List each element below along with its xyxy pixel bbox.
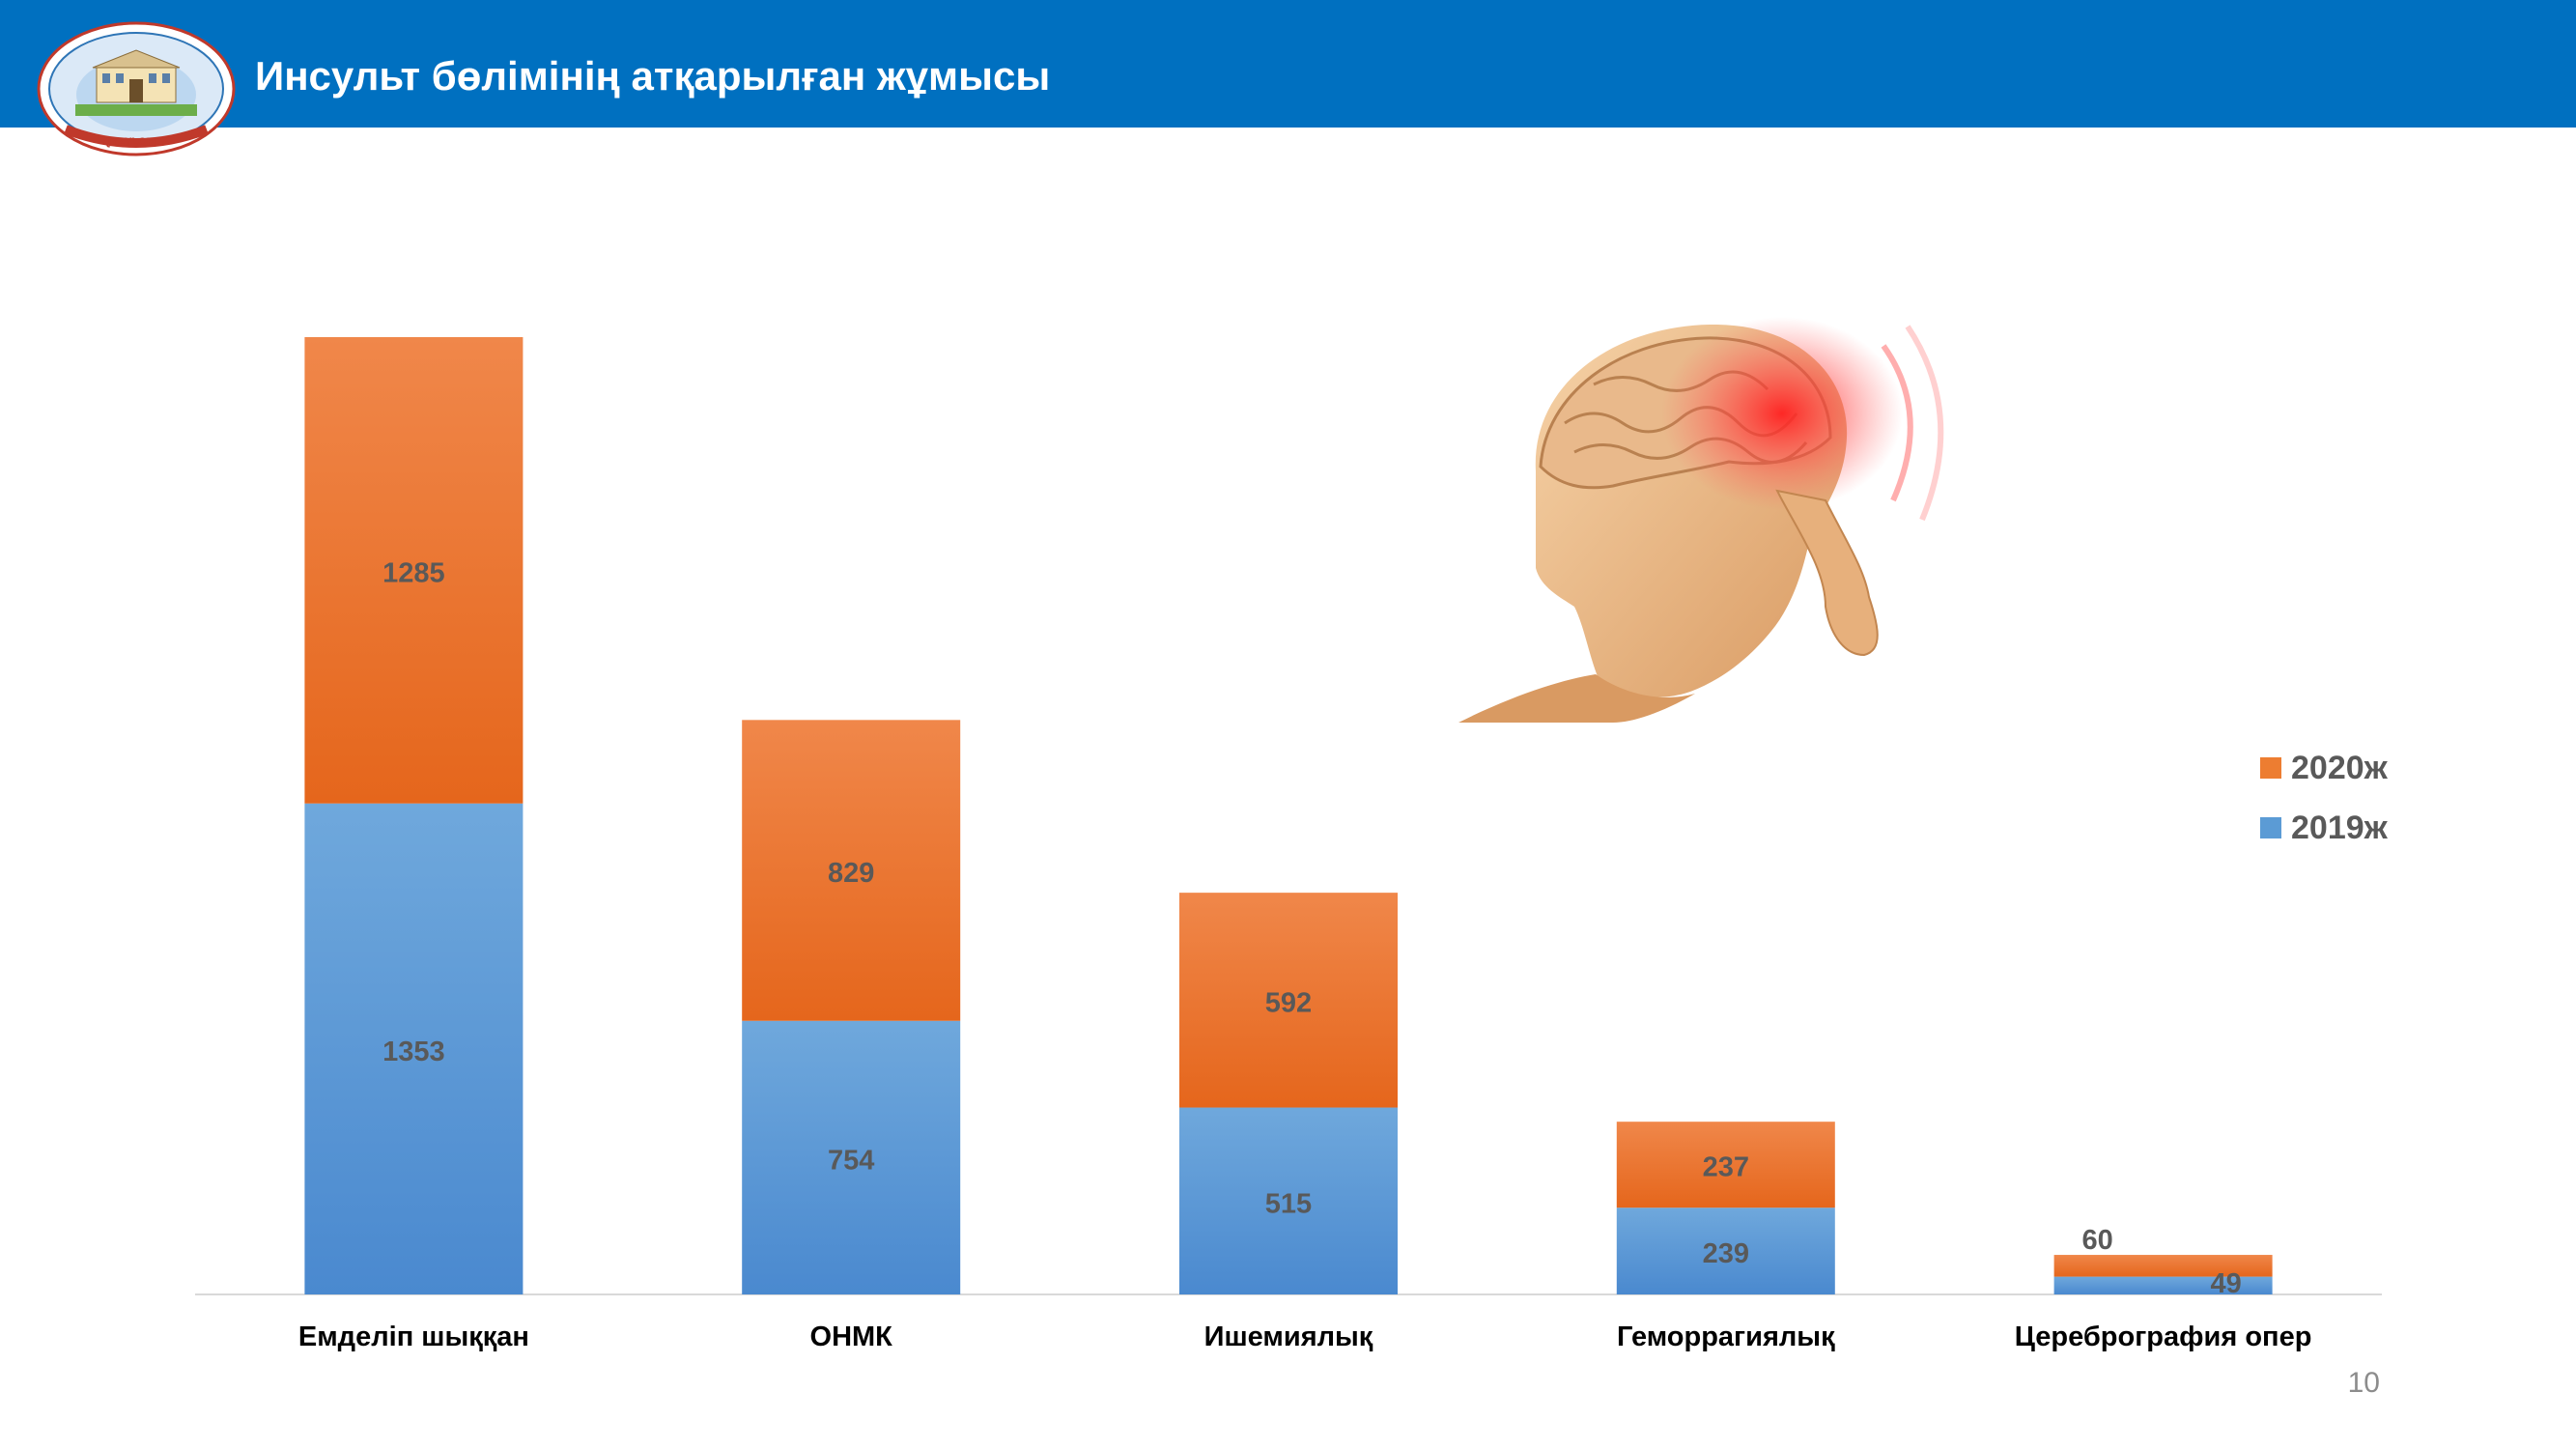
logo-bottom-text: QYZYLORDA bbox=[102, 136, 169, 148]
x-tick-label-4: Церебрография опер bbox=[2015, 1321, 2312, 1352]
bar-2019-4 bbox=[2053, 1276, 2273, 1294]
x-tick-label-3: Геморрагиялық bbox=[1617, 1321, 1835, 1352]
data-label-2019-2: 515 bbox=[1265, 1188, 1312, 1219]
data-label-2019-1: 754 bbox=[828, 1145, 874, 1176]
bar-2020-2 bbox=[1179, 893, 1398, 1108]
hospital-seal-icon: QYZYLORDA bbox=[37, 21, 236, 156]
bar-2020-4 bbox=[2053, 1255, 2273, 1277]
data-label-2020-4: 60 bbox=[2081, 1225, 2112, 1256]
data-label-2020-2: 592 bbox=[1265, 987, 1312, 1018]
bar-2019-1 bbox=[742, 1020, 961, 1294]
data-label-2020-1: 829 bbox=[828, 858, 874, 889]
page-title: Инсульт бөлімінің атқарылған жұмысы bbox=[255, 53, 1051, 99]
data-label-2020-3: 237 bbox=[1703, 1152, 1749, 1183]
data-label-2019-0: 1353 bbox=[382, 1037, 445, 1067]
bar-2019-0 bbox=[304, 803, 524, 1294]
legend-item-2020: 2020ж bbox=[2260, 738, 2388, 798]
data-label-2019-4: 49 bbox=[2210, 1268, 2241, 1299]
brain-headache-icon bbox=[1458, 317, 1944, 723]
header-bar bbox=[0, 0, 2576, 128]
bar-2020-0 bbox=[304, 337, 524, 804]
bar-2019-3 bbox=[1616, 1208, 1835, 1294]
legend-label-2019: 2019ж bbox=[2291, 809, 2388, 846]
data-label-2020-0: 1285 bbox=[382, 557, 445, 588]
bar-2019-2 bbox=[1179, 1107, 1398, 1294]
legend-item-2019: 2019ж bbox=[2260, 798, 2388, 858]
x-tick-label-1: ОНМК bbox=[810, 1321, 893, 1352]
page-number: 10 bbox=[2347, 1367, 2380, 1399]
x-tick-label-0: Емделіп шыққан bbox=[298, 1321, 529, 1352]
x-tick-label-2: Ишемиялық bbox=[1204, 1321, 1373, 1352]
legend: 2020ж 2019ж bbox=[2260, 738, 2388, 858]
legend-swatch-2020 bbox=[2260, 757, 2281, 779]
bar-group bbox=[304, 337, 2273, 1294]
legend-label-2020: 2020ж bbox=[2291, 749, 2388, 786]
data-label-2019-3: 239 bbox=[1703, 1238, 1749, 1269]
x-tick-group: Емделіп шыққан ОНМК Ишемиялық Геморрагиялық… bbox=[298, 1321, 2312, 1352]
bar-2020-1 bbox=[742, 720, 961, 1021]
bar-2020-3 bbox=[1616, 1122, 1835, 1208]
legend-swatch-2019 bbox=[2260, 817, 2281, 838]
data-label-group: 1353 1285 754 829 515 592 239 237 49 60 bbox=[382, 557, 2242, 1299]
